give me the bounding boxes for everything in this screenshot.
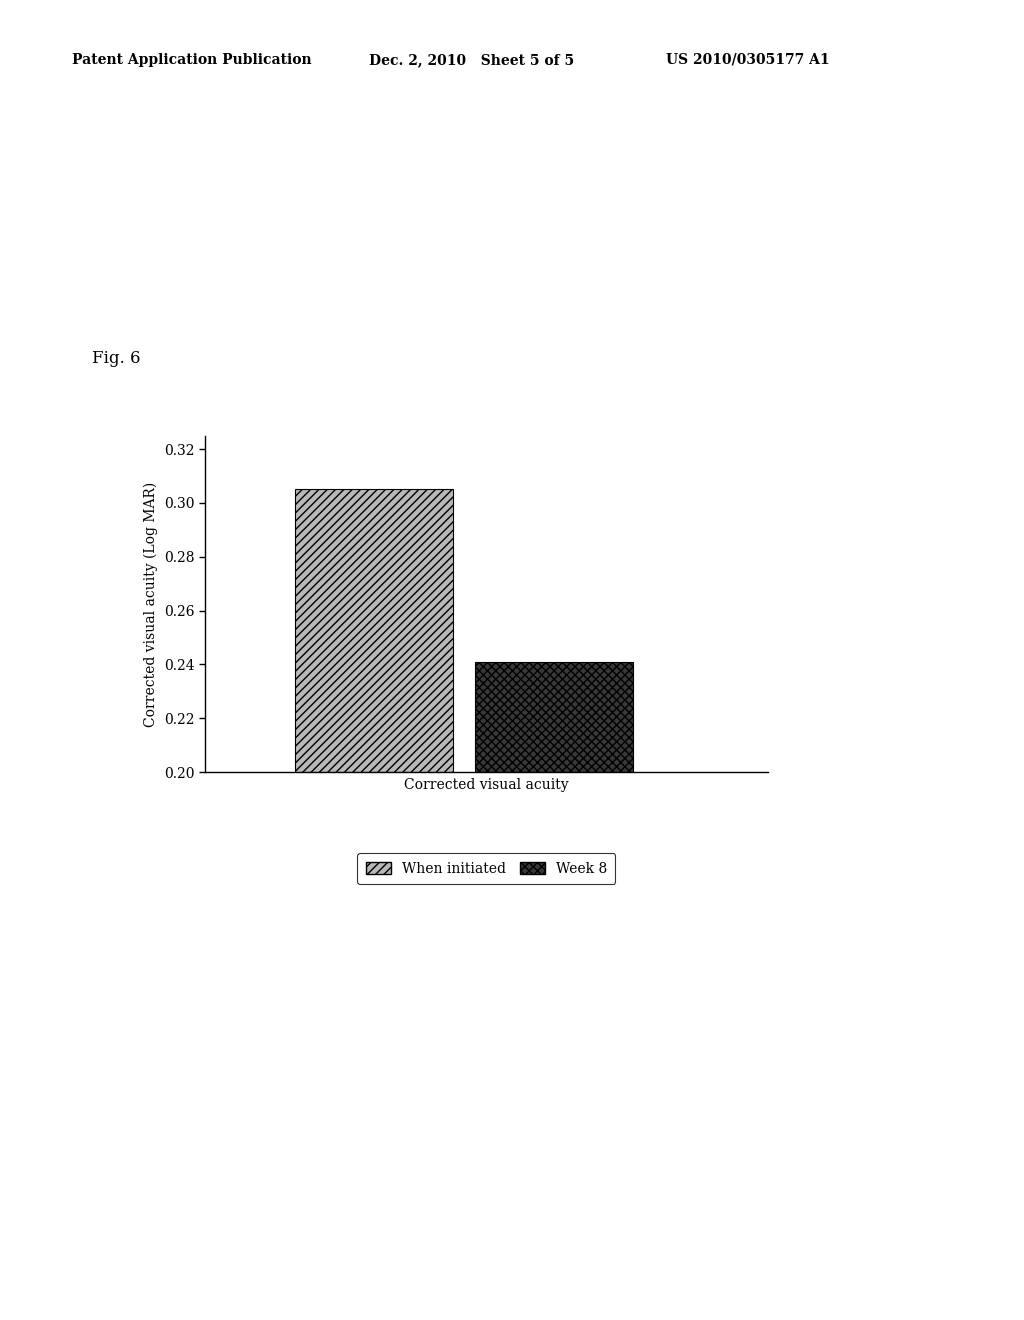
Text: Dec. 2, 2010   Sheet 5 of 5: Dec. 2, 2010 Sheet 5 of 5: [369, 53, 573, 67]
Text: Fig. 6: Fig. 6: [92, 350, 140, 367]
Text: Patent Application Publication: Patent Application Publication: [72, 53, 311, 67]
X-axis label: Corrected visual acuity: Corrected visual acuity: [404, 777, 568, 792]
Y-axis label: Corrected visual acuity (Log MAR): Corrected visual acuity (Log MAR): [143, 482, 158, 726]
Bar: [295, 490, 453, 772]
Bar: [475, 661, 633, 772]
Text: US 2010/0305177 A1: US 2010/0305177 A1: [666, 53, 829, 67]
Legend: When initiated, Week 8: When initiated, Week 8: [357, 853, 615, 884]
